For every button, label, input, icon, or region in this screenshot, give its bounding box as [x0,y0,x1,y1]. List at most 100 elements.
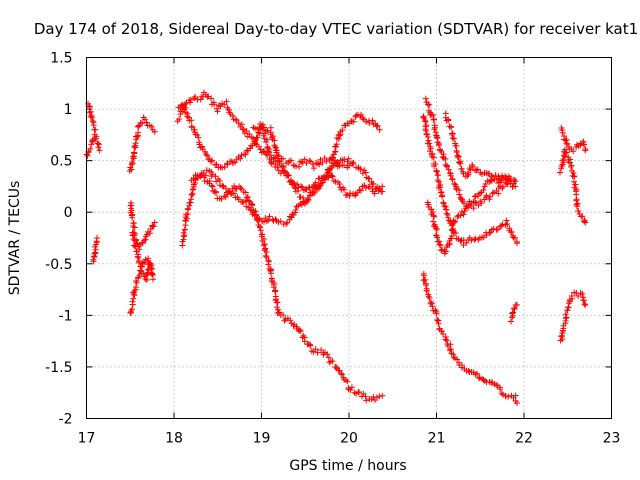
data-point [194,131,201,138]
data-point [207,158,214,165]
data-point [272,296,279,303]
x-tick-label: 21 [428,431,446,447]
data-point [295,163,302,170]
data-point [559,336,566,343]
data-point [474,370,481,377]
data-point [456,191,463,198]
data-point [456,159,463,166]
data-point [88,141,95,148]
data-point [297,194,304,201]
data-point [420,270,427,277]
data-point [374,122,381,129]
data-point [279,163,286,170]
data-point [185,114,192,121]
data-point [323,158,330,165]
data-point [473,167,480,174]
data-point [231,159,238,166]
data-point [273,304,280,311]
data-point [570,169,577,176]
data-point [139,240,146,247]
data-point [333,159,340,166]
data-point [454,213,461,220]
data-point [357,187,364,194]
y-axis-label: SDTVAR / TECUs [7,181,23,296]
data-point [129,159,136,166]
data-point [350,118,357,125]
data-point [453,142,460,149]
data-point [310,189,317,196]
data-point [86,103,93,110]
data-point [300,333,307,340]
data-point [442,336,449,343]
data-point [187,99,194,106]
data-point [197,173,204,180]
data-point [263,218,270,225]
data-point [254,134,261,141]
data-point [476,375,483,382]
data-point [305,196,312,203]
data-point [511,306,518,313]
data-point [181,226,188,233]
data-point [379,183,386,190]
data-point [203,167,210,174]
data-point [316,161,323,168]
data-point [426,294,433,301]
data-point [497,386,504,393]
data-point [301,338,308,345]
data-point [287,157,294,164]
data-point [489,190,496,197]
data-point [204,152,211,159]
plot-frame [86,57,612,419]
x-tick-label: 19 [253,431,271,447]
data-point [362,169,369,176]
data-point [447,172,454,179]
data-point [333,364,340,371]
data-point [142,236,149,243]
data-point [349,160,356,167]
data-point [92,126,99,133]
data-point [362,393,369,400]
data-point [435,178,442,185]
data-point [249,202,256,209]
data-point [280,311,287,318]
data-point [140,270,147,277]
x-tick-label: 23 [603,431,621,447]
data-point [285,172,292,179]
data-point [463,203,470,210]
data-point [96,147,103,154]
data-point [269,133,276,140]
data-point [247,206,254,213]
data-point [252,140,259,147]
data-point [130,149,137,156]
data-point [472,199,479,206]
data-point [429,303,436,310]
data-points [83,89,589,407]
data-point [575,208,582,215]
data-point [487,229,494,236]
data-point [344,158,351,165]
data-point [139,120,146,127]
data-point [232,185,239,192]
data-point [499,391,506,398]
data-point [317,180,324,187]
data-point [282,168,289,175]
data-point [301,156,308,163]
y-tick-label: -2 [59,412,73,428]
data-point [575,292,582,299]
data-point [240,126,247,133]
data-point [182,101,189,108]
data-point [279,155,286,162]
data-point [508,318,515,325]
data-point [488,172,495,179]
data-point [430,116,437,123]
data-point [188,117,195,124]
data-point [450,354,457,361]
data-point [246,131,253,138]
data-point [566,159,573,166]
x-tick-label: 18 [165,431,183,447]
data-point [498,390,505,397]
data-point [511,176,518,183]
data-point [221,101,228,108]
data-point [514,302,520,309]
data-point [581,141,588,148]
